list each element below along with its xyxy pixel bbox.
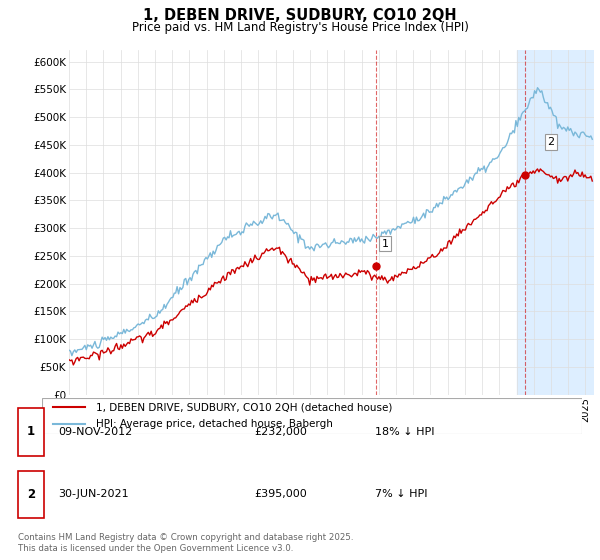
Text: 1: 1 <box>382 239 389 249</box>
Text: Contains HM Land Registry data © Crown copyright and database right 2025.
This d: Contains HM Land Registry data © Crown c… <box>18 533 353 553</box>
Text: HPI: Average price, detached house, Babergh: HPI: Average price, detached house, Babe… <box>96 419 333 429</box>
Bar <box>517 50 594 395</box>
Text: 1, DEBEN DRIVE, SUDBURY, CO10 2QH (detached house): 1, DEBEN DRIVE, SUDBURY, CO10 2QH (detac… <box>96 403 392 412</box>
Text: 2: 2 <box>547 137 554 147</box>
FancyBboxPatch shape <box>18 470 44 518</box>
Text: 2: 2 <box>26 488 35 501</box>
Text: 09-NOV-2012: 09-NOV-2012 <box>58 427 133 437</box>
FancyBboxPatch shape <box>42 398 582 434</box>
Text: £395,000: £395,000 <box>254 489 307 499</box>
Text: 30-JUN-2021: 30-JUN-2021 <box>58 489 129 499</box>
Text: 1: 1 <box>26 425 35 438</box>
FancyBboxPatch shape <box>18 408 44 455</box>
Text: 18% ↓ HPI: 18% ↓ HPI <box>375 427 434 437</box>
Text: Price paid vs. HM Land Registry's House Price Index (HPI): Price paid vs. HM Land Registry's House … <box>131 21 469 34</box>
Text: 7% ↓ HPI: 7% ↓ HPI <box>375 489 427 499</box>
Text: £232,000: £232,000 <box>254 427 307 437</box>
Text: 1, DEBEN DRIVE, SUDBURY, CO10 2QH: 1, DEBEN DRIVE, SUDBURY, CO10 2QH <box>143 8 457 24</box>
